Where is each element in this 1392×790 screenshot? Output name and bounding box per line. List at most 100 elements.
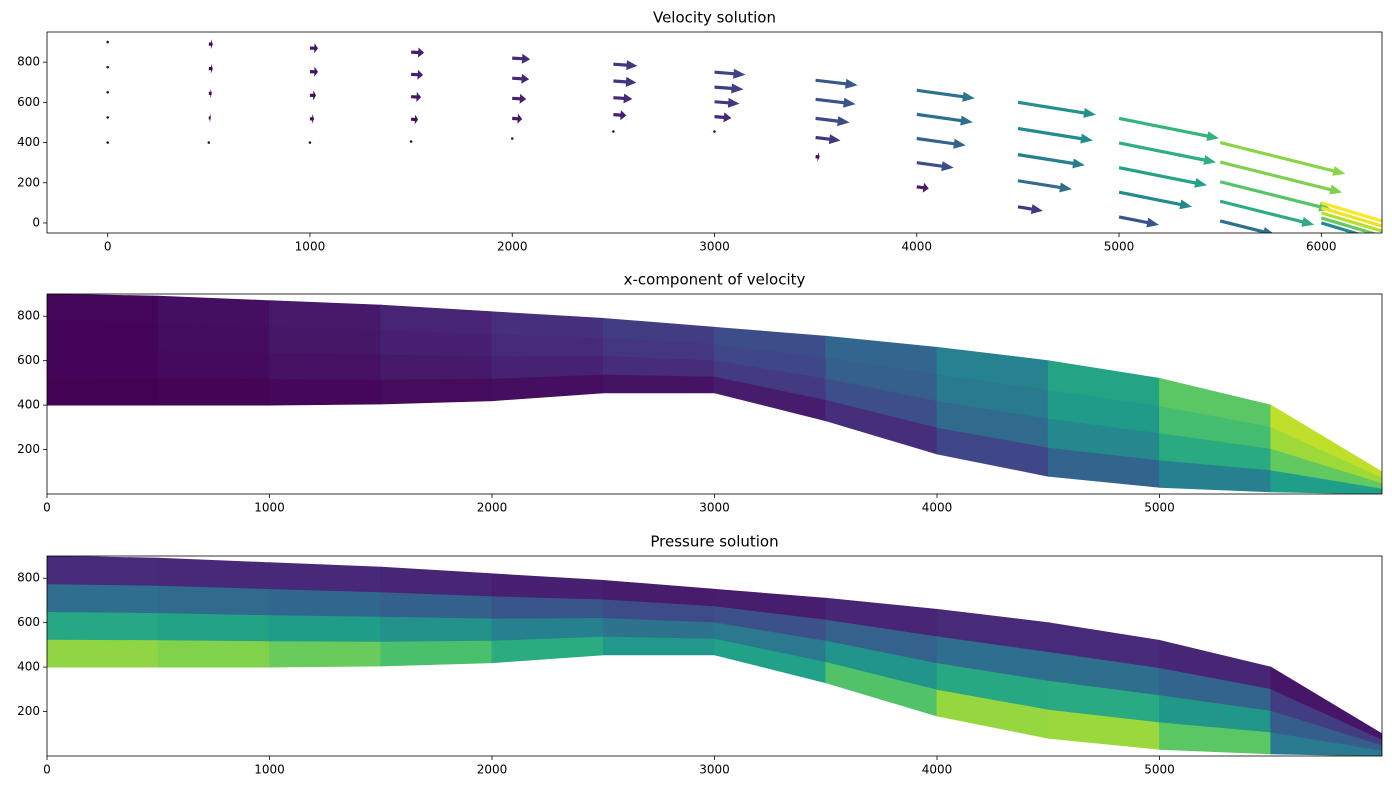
x-tick-label: 5000 bbox=[1104, 240, 1135, 254]
subplot: 0 1000 2000 3000 4000 5000 6000 0 200 400 600 800 Ve… bbox=[17, 9, 1383, 254]
x-tick-label: 2000 bbox=[497, 240, 528, 254]
chart-title: Pressure solution bbox=[650, 533, 778, 551]
contour-cell bbox=[47, 611, 159, 641]
x-tick-label: 5000 bbox=[1144, 763, 1175, 777]
contour-cell bbox=[47, 294, 159, 324]
arrow bbox=[714, 83, 744, 94]
arrow bbox=[106, 141, 109, 144]
y-tick-label: 600 bbox=[17, 615, 40, 629]
contour-cell bbox=[269, 588, 382, 617]
arrow bbox=[815, 78, 858, 89]
arrow bbox=[1320, 221, 1361, 233]
arrow bbox=[309, 113, 314, 124]
y-tick-label: 200 bbox=[17, 704, 40, 718]
arrow bbox=[714, 68, 746, 79]
x-tick-label: 1000 bbox=[254, 763, 285, 777]
arrow bbox=[1219, 160, 1343, 195]
contour-cell bbox=[269, 378, 382, 406]
y-tick-label: 400 bbox=[17, 398, 40, 412]
arrow bbox=[208, 88, 212, 99]
arrow bbox=[916, 112, 973, 126]
arrow bbox=[1219, 141, 1346, 176]
x-tick-label: 2000 bbox=[477, 501, 508, 515]
arrow bbox=[613, 93, 633, 104]
arrow bbox=[1219, 180, 1332, 212]
contour-cell bbox=[157, 295, 270, 328]
y-tick-label: 600 bbox=[17, 353, 40, 367]
contour-cell bbox=[157, 639, 270, 668]
contour-cell bbox=[602, 373, 715, 394]
arrow bbox=[714, 112, 732, 123]
chart-title: Velocity solution bbox=[653, 9, 776, 27]
contour-cell bbox=[1270, 447, 1382, 489]
arrow bbox=[612, 130, 615, 133]
contour-cell bbox=[47, 583, 159, 614]
arrow bbox=[713, 130, 716, 133]
arrow bbox=[815, 151, 820, 162]
arrow bbox=[208, 39, 213, 50]
arrow bbox=[308, 141, 312, 144]
arrow bbox=[512, 93, 527, 104]
arrow bbox=[1118, 141, 1216, 165]
arrow bbox=[714, 97, 740, 108]
contour-cell bbox=[380, 566, 493, 597]
contour-cell bbox=[269, 300, 382, 331]
contour-cell bbox=[47, 349, 159, 379]
arrow bbox=[815, 134, 841, 145]
arrow bbox=[512, 113, 523, 124]
arrow bbox=[1017, 204, 1043, 214]
x-tick-label: 0 bbox=[104, 240, 112, 254]
arrow bbox=[916, 88, 975, 102]
x-tick-label: 3000 bbox=[699, 501, 730, 515]
arrow bbox=[411, 92, 422, 102]
x-tick-label: 3000 bbox=[699, 763, 730, 777]
arrow bbox=[815, 116, 850, 127]
arrow bbox=[207, 141, 211, 144]
x-tick-label: 5000 bbox=[1144, 501, 1175, 515]
arrow bbox=[1118, 166, 1207, 188]
contour-cell bbox=[47, 638, 159, 668]
arrow bbox=[1219, 199, 1315, 227]
arrow bbox=[512, 53, 531, 64]
contour-cell bbox=[491, 355, 604, 379]
contour-cell bbox=[269, 352, 382, 380]
arrow bbox=[1118, 215, 1159, 228]
contour-cell bbox=[157, 557, 270, 590]
y-tick-label: 200 bbox=[17, 175, 40, 189]
arrow bbox=[106, 65, 109, 69]
plot-area bbox=[47, 556, 1382, 756]
contour-cell bbox=[380, 639, 493, 667]
contour-cell bbox=[1270, 688, 1382, 746]
arrow bbox=[613, 110, 627, 121]
arrow bbox=[309, 66, 318, 77]
plot-area bbox=[106, 39, 1382, 233]
arrow bbox=[411, 114, 419, 125]
arrow bbox=[208, 112, 211, 123]
x-tick-label: 1000 bbox=[295, 240, 326, 254]
y-tick-label: 800 bbox=[17, 571, 40, 585]
subplot: 0 1000 2000 3000 4000 5000 200 400 600 800 Pressur… bbox=[17, 533, 1383, 777]
arrow bbox=[916, 182, 929, 193]
contour-cell bbox=[269, 614, 382, 642]
arrow bbox=[916, 136, 966, 149]
contour-cell bbox=[1270, 731, 1382, 756]
contour-cell bbox=[157, 584, 270, 616]
arrow bbox=[106, 91, 109, 94]
contour-cell bbox=[1270, 469, 1382, 494]
contour-cell bbox=[47, 556, 159, 586]
contour-cell bbox=[380, 615, 493, 642]
contour-cell bbox=[491, 595, 604, 619]
contour-cell bbox=[491, 617, 604, 641]
x-tick-label: 2000 bbox=[477, 763, 508, 777]
arrow bbox=[1017, 100, 1096, 118]
contour-cell bbox=[491, 373, 604, 402]
arrow bbox=[512, 73, 530, 84]
contour-cell bbox=[491, 311, 604, 338]
arrow bbox=[1320, 211, 1382, 233]
arrow bbox=[106, 40, 109, 44]
plot-area bbox=[47, 294, 1382, 494]
contour-cell bbox=[602, 635, 715, 656]
x-tick-label: 4000 bbox=[922, 763, 953, 777]
contour-cell bbox=[157, 322, 270, 354]
